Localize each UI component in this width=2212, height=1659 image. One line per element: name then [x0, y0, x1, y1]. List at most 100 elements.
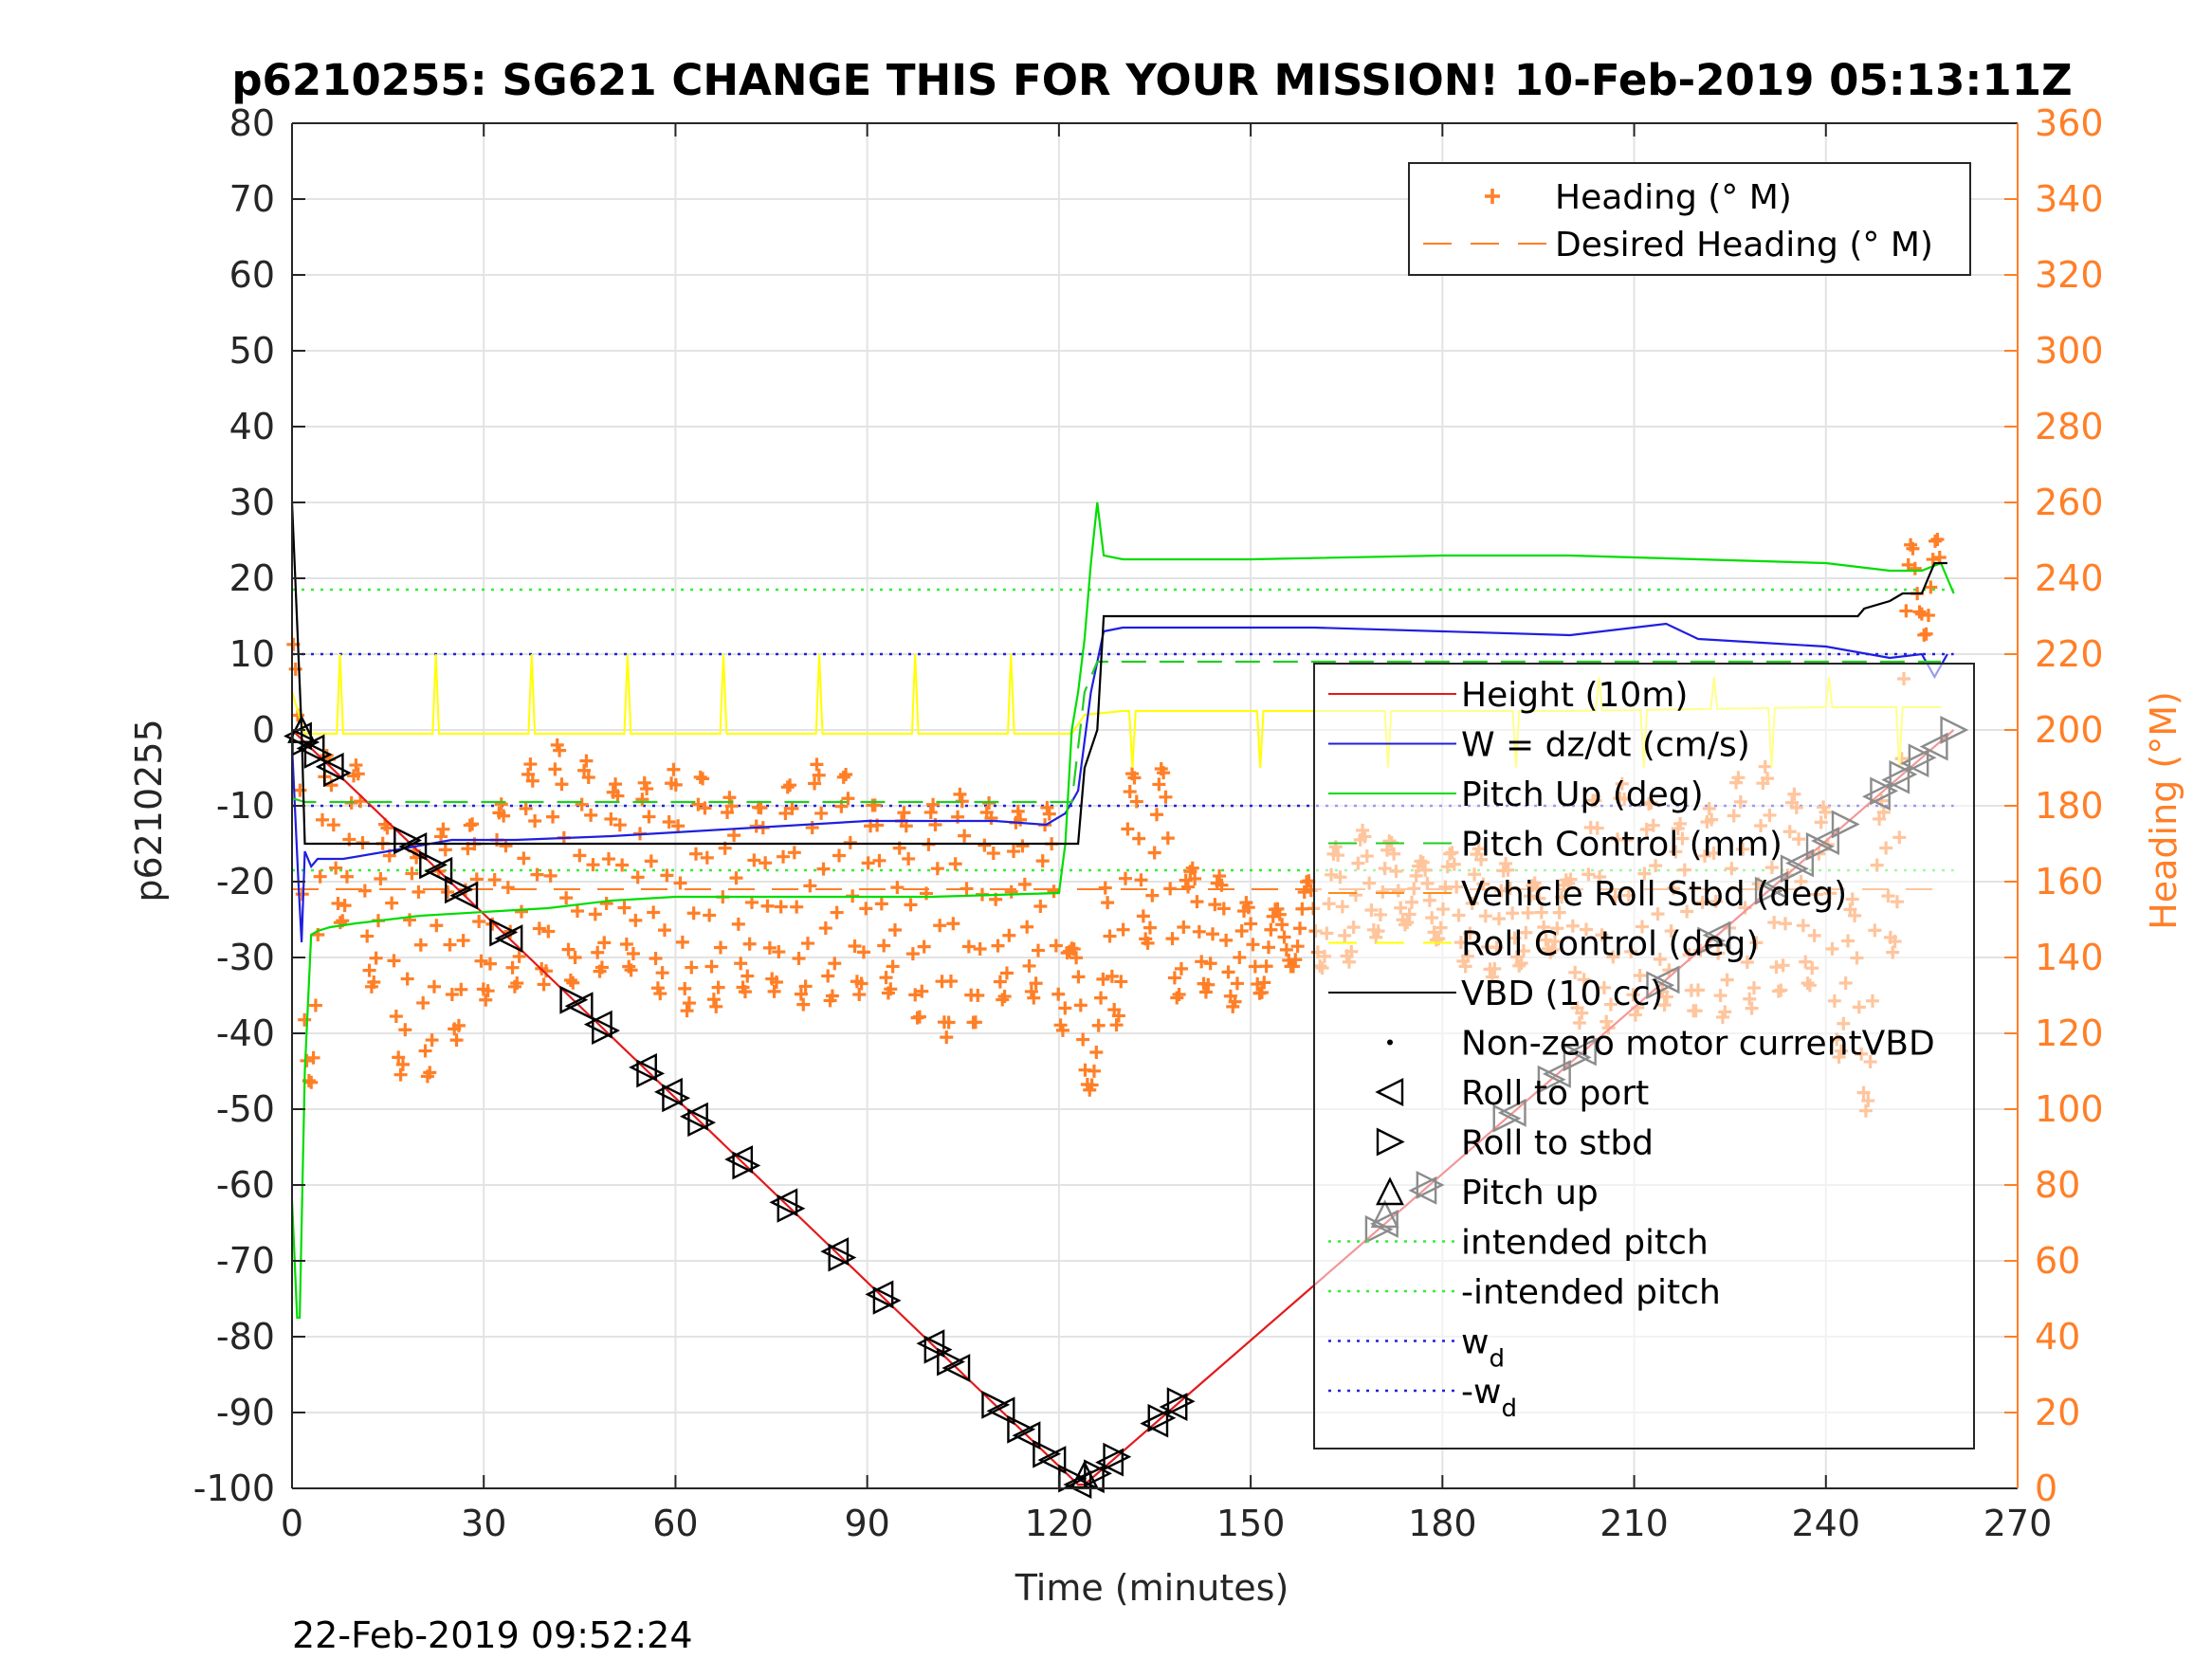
- heading-point: [1275, 918, 1289, 932]
- heading-point: [818, 921, 832, 936]
- heading-point: [767, 984, 781, 998]
- heading-point: [915, 984, 929, 998]
- heading-point: [877, 939, 891, 953]
- heading-point: [1297, 884, 1311, 899]
- roll-to-port-marker: [1012, 1421, 1041, 1450]
- heading-point: [1233, 950, 1247, 964]
- roll-to-port-marker: [865, 1280, 894, 1309]
- heading-point: [546, 810, 560, 824]
- y-tick-label-left: 0: [252, 709, 275, 751]
- heading-point: [1132, 831, 1146, 846]
- legend-main-label: Pitch Up (deg): [1461, 775, 1704, 814]
- legend-heading-label: Desired Heading (° M): [1555, 226, 1933, 264]
- heading-point: [1024, 984, 1038, 998]
- heading-point: [487, 873, 502, 887]
- heading-point: [1011, 804, 1025, 818]
- roll-to-stbd-marker: [687, 1108, 717, 1138]
- heading-point: [1929, 534, 1943, 548]
- heading-point: [760, 899, 775, 913]
- y-tick-label-right: 0: [2035, 1468, 2057, 1509]
- heading-point: [393, 1067, 408, 1082]
- heading-point: [588, 907, 602, 921]
- heading-point: [1014, 812, 1028, 827]
- legend-triangle-symbol: [1376, 1176, 1404, 1206]
- heading-point: [1195, 955, 1209, 969]
- heading-point: [602, 852, 616, 866]
- y-tick-label-right: 340: [2035, 178, 2104, 220]
- x-tick-label: 150: [1216, 1503, 1286, 1544]
- legend-main-label: Non-zero motor currentVBD: [1461, 1025, 1935, 1064]
- heading-point: [1033, 900, 1048, 914]
- heading-point: [1067, 942, 1081, 957]
- heading-point: [886, 959, 900, 974]
- heading-point: [1219, 933, 1234, 947]
- heading-point: [1259, 959, 1273, 974]
- heading-point: [830, 905, 844, 920]
- heading-point: [1073, 998, 1088, 1012]
- heading-point: [405, 866, 419, 881]
- heading-point: [514, 904, 528, 919]
- x-tick-label: 240: [1792, 1503, 1861, 1544]
- heading-point: [510, 976, 524, 991]
- heading-point: [930, 862, 944, 876]
- heading-point: [1109, 1018, 1124, 1032]
- heading-point: [774, 900, 788, 914]
- roll-to-stbd-marker: [828, 1243, 857, 1272]
- legend-main-label: -intended pitch: [1461, 1273, 1721, 1312]
- heading-point: [890, 881, 905, 895]
- heading-point: [667, 762, 681, 776]
- roll-to-stbd-marker: [1103, 1442, 1132, 1471]
- heading-point: [1174, 961, 1188, 975]
- heading-point: [387, 954, 401, 968]
- heading-point: [1921, 609, 1935, 623]
- heading-point: [395, 1057, 410, 1071]
- heading-point: [861, 856, 875, 870]
- heading-point: [798, 979, 813, 994]
- y-tick-label-left: -80: [216, 1316, 275, 1358]
- heading-point: [668, 777, 683, 792]
- heading-point: [926, 797, 941, 811]
- roll-to-stbd-marker: [445, 875, 473, 904]
- heading-point: [497, 809, 511, 823]
- heading-point: [953, 787, 967, 801]
- heading-point: [362, 963, 376, 977]
- heading-point: [523, 757, 538, 772]
- roll-to-port-marker: [1140, 1409, 1169, 1438]
- heading-point: [1134, 873, 1148, 887]
- y-tick-label-right: 360: [2035, 102, 2104, 144]
- roll-to-stbd-marker: [322, 758, 352, 788]
- heading-point: [1241, 901, 1255, 915]
- heading-point: [430, 919, 444, 933]
- heading-point: [828, 957, 842, 971]
- heading-point: [1118, 871, 1132, 885]
- heading-point: [640, 782, 654, 796]
- heading-point: [1103, 929, 1117, 943]
- heading-point: [943, 975, 958, 989]
- heading-point: [445, 988, 459, 1002]
- legend-main-label: Roll Control (deg): [1461, 925, 1759, 964]
- heading-point: [579, 754, 594, 768]
- y-tick-label-right: 280: [2035, 406, 2104, 447]
- heading-point: [1002, 928, 1016, 942]
- heading-point: [609, 777, 623, 792]
- heading-point: [563, 973, 577, 987]
- heading-point: [897, 806, 911, 820]
- heading-point: [555, 777, 569, 792]
- heading-point: [1272, 907, 1287, 921]
- heading-point: [1172, 988, 1186, 1001]
- heading-point: [1150, 808, 1164, 822]
- heading-point: [780, 780, 795, 794]
- heading-point: [1035, 854, 1050, 868]
- heading-point: [1221, 965, 1235, 979]
- roll-to-stbd-marker: [393, 826, 423, 855]
- heading-point: [398, 1023, 412, 1037]
- heading-point: [682, 996, 696, 1011]
- heading-point: [537, 977, 551, 992]
- heading-point: [812, 768, 826, 782]
- heading-point: [316, 812, 330, 827]
- heading-point: [597, 936, 612, 950]
- heading-point: [451, 1018, 466, 1032]
- roll-to-port-marker: [398, 832, 428, 861]
- heading-point: [1213, 869, 1227, 884]
- heading-point: [675, 935, 689, 949]
